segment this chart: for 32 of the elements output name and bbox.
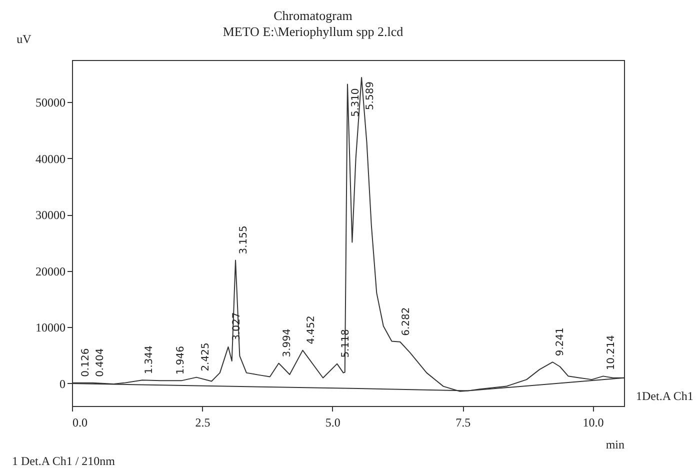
chart-subtitle: METO E:\Meriophyllum spp 2.lcd	[222, 24, 404, 39]
x-tick-label: 0.0	[72, 416, 88, 430]
annotation: 10.214	[606, 335, 617, 370]
x-axis-title: min	[606, 438, 624, 452]
annotation: 5.589	[365, 81, 376, 110]
annotation: 1.946	[175, 346, 186, 375]
annotation: 1.344	[144, 345, 155, 374]
annotation: 0.404	[95, 348, 106, 377]
annotation: 2.425	[200, 342, 212, 372]
chart-title: Chromatogram	[274, 8, 352, 23]
y-axis-title: uV	[16, 32, 32, 46]
x-tick-label: 2.5	[195, 416, 210, 430]
text: 1 Det.A Ch1 / 210nm	[12, 454, 116, 468]
x-tick-label: 10.0	[582, 416, 604, 430]
annotation: 3.027	[232, 312, 243, 341]
annotation: 5.310	[350, 88, 362, 117]
y-tick-label: 30000	[36, 208, 66, 222]
annotation: 3.155	[238, 226, 250, 254]
annotation: 9.241	[555, 327, 566, 356]
annotation: 0.126	[80, 348, 92, 377]
y-tick-label: 20000	[36, 264, 66, 278]
y-tick-label: 0	[60, 376, 66, 391]
annotation: 4.452	[306, 316, 317, 344]
x-tick-label: 7.5	[456, 416, 471, 430]
annotation: 5.118	[340, 329, 352, 358]
x-tick-label: 5.0	[325, 416, 340, 430]
y-tick-label: 10000	[36, 320, 66, 335]
annotation: 6.282	[401, 307, 412, 336]
y-tick-label: 50000	[36, 96, 66, 110]
y-tick-label: 40000	[36, 152, 66, 166]
annotation: 1Det.A Ch1	[636, 388, 694, 403]
annotation: 3.994	[282, 328, 293, 358]
